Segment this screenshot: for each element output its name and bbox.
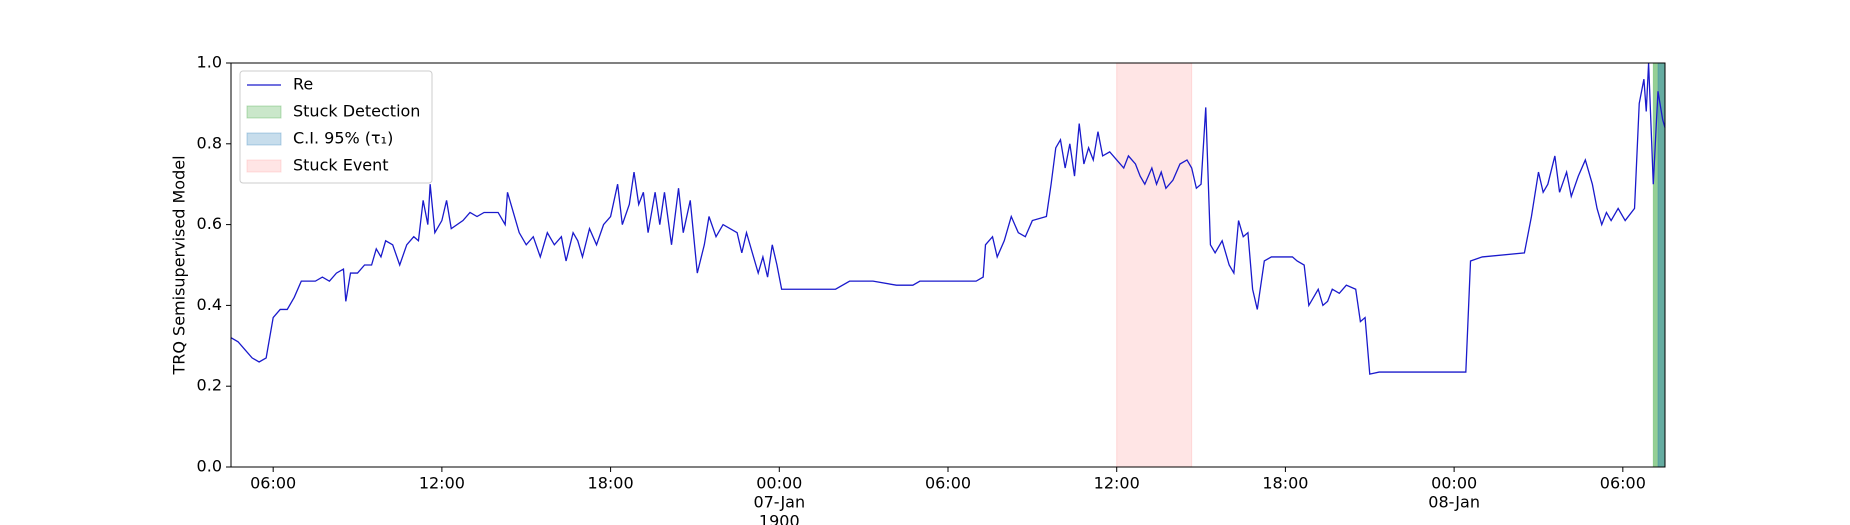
legend-label: Stuck Detection (293, 102, 420, 121)
x-tick-label: 08-Jan (1428, 493, 1480, 512)
legend-swatch (246, 132, 282, 146)
legend-label: C.I. 95% (τ₁) (293, 129, 393, 148)
legend-swatch (246, 159, 282, 173)
legend-box (239, 70, 433, 184)
y-tick-label: 0.6 (197, 214, 222, 233)
y-tick-label: 0.4 (197, 295, 222, 314)
x-tick-label: 07-Jan (753, 493, 805, 512)
y-axis-label: TRQ Semisupervised Model (170, 155, 189, 375)
x-tick-label: 06:00 (925, 474, 971, 493)
y-tick-label: 0.8 (197, 133, 222, 152)
x-tick-label: 12:00 (1094, 474, 1140, 493)
y-tick-label: 1.0 (197, 53, 222, 72)
x-tick-label: 06:00 (250, 474, 296, 493)
x-tick-label: 1900 (759, 512, 800, 525)
legend-label: Re (293, 75, 313, 94)
x-tick-label: 06:00 (1600, 474, 1646, 493)
x-tick-label: 18:00 (588, 474, 634, 493)
y-tick-label: 0.2 (197, 376, 222, 395)
x-tick-label: 00:00 (1431, 474, 1477, 493)
axes-frame (230, 62, 1666, 468)
legend-swatch (246, 105, 282, 119)
x-tick-label: 18:00 (1262, 474, 1308, 493)
y-tick-label: 0.0 (197, 457, 222, 476)
x-tick-label: 00:00 (756, 474, 802, 493)
data-line (230, 62, 1666, 375)
x-tick-label: 12:00 (419, 474, 465, 493)
legend-label: Stuck Event (293, 156, 389, 175)
legend: Re Stuck Detection C.I. 95% (τ₁) Stuck Even… (239, 70, 433, 184)
span-region (1116, 62, 1193, 468)
